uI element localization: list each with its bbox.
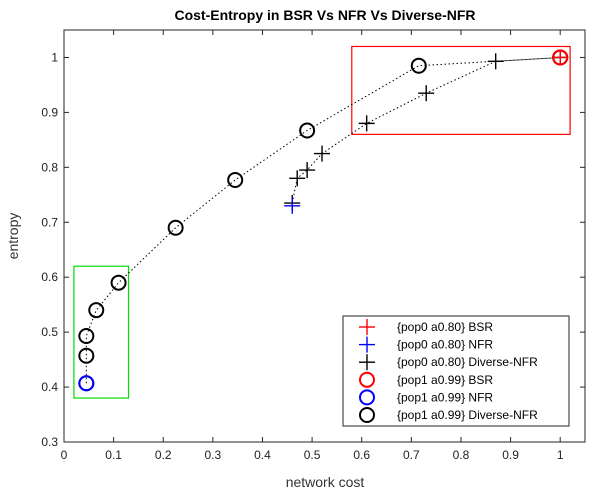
x-tick-label: 0.9 [502, 448, 519, 462]
circle-marker [88, 302, 105, 319]
plus-marker [299, 162, 316, 179]
x-tick-label: 0.6 [353, 448, 370, 462]
y-tick-label: 0.3 [41, 435, 58, 449]
legend-marker [359, 319, 375, 335]
plot-area: 0 0.1 0.2 0.3 0.4 0.5 0.6 0.7 0.8 0.9 1 0.3 0.4 0.5 0.… [41, 29, 586, 462]
circle-marker [167, 219, 184, 236]
circle-marker [299, 122, 316, 139]
legend-entry: {pop0 a0.80} NFR [397, 338, 493, 352]
axes-box [63, 29, 586, 443]
x-tick-label: 0.3 [205, 448, 222, 462]
plus-marker [487, 53, 504, 70]
x-tick-label: 0.5 [304, 448, 321, 462]
x-tick-label: 0.2 [155, 448, 172, 462]
y-tick-label: 0.6 [41, 270, 58, 284]
legend-entry: {pop1 a0.99} Diverse-NFR [397, 408, 538, 422]
legend-entry: {pop0 a0.80} Diverse-NFR [397, 355, 538, 369]
y-tick-label: 1 [51, 50, 58, 64]
legend-entry: {pop0 a0.80} BSR [397, 320, 493, 334]
legend-entry: {pop1 a0.99} NFR [397, 390, 493, 404]
x-tick-label: 0.4 [254, 448, 271, 462]
circle-marker [552, 49, 569, 66]
red-highlight-box [351, 45, 571, 135]
y-tick-label: 0.4 [41, 380, 58, 394]
green-highlight-box [73, 265, 130, 399]
circle-marker [410, 57, 427, 74]
legend-marker [359, 336, 375, 353]
chart-title: Cost-Entropy in BSR Vs NFR Vs Diverse-NF… [174, 7, 475, 23]
y-tick-label: 0.5 [41, 325, 58, 339]
legend-box [342, 315, 570, 427]
y-axis-label: entropy [5, 213, 21, 260]
plus-marker [552, 49, 569, 66]
legend-marker [359, 371, 375, 388]
y-tick-label: 0.7 [41, 215, 58, 229]
plus-marker [358, 115, 375, 132]
x-tick-label: 1 [557, 448, 564, 462]
plus-marker [314, 145, 331, 162]
circle-marker [227, 171, 244, 188]
x-tick-label: 0.8 [453, 448, 470, 462]
plus-marker [289, 170, 306, 187]
y-tick-label: 0.9 [41, 105, 58, 119]
x-axis-label: network cost [286, 474, 365, 490]
circle-marker [78, 375, 95, 392]
x-tick-label: 0.7 [403, 448, 420, 462]
circle-marker [78, 347, 95, 364]
circle-marker [110, 274, 127, 291]
plus-marker [418, 85, 435, 102]
y-tick-label: 0.8 [41, 160, 58, 174]
series-line [291, 57, 561, 204]
legend-entry: {pop1 a0.99} BSR [397, 373, 493, 387]
circle-marker [78, 327, 95, 344]
legend-marker [359, 354, 375, 371]
x-tick-label: 0.1 [105, 448, 122, 462]
series-line [85, 57, 561, 384]
legend-marker [359, 389, 375, 406]
x-tick-label: 0 [61, 448, 68, 462]
plus-marker [284, 197, 301, 214]
legend-marker [359, 407, 375, 423]
